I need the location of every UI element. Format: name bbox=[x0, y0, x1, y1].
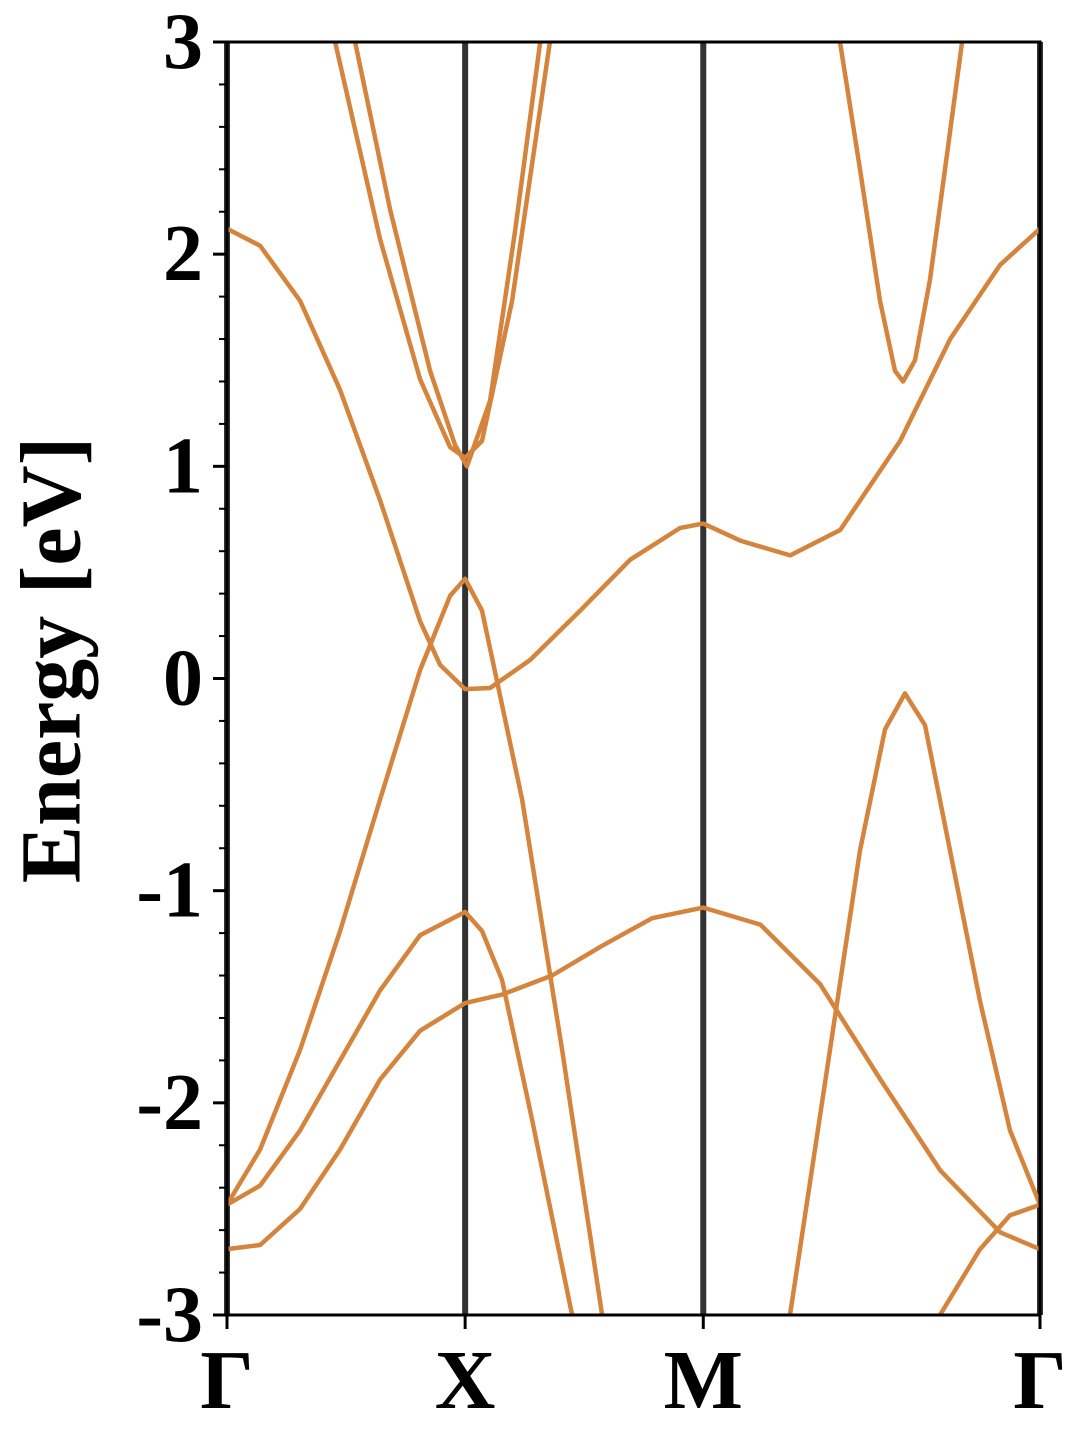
y-tick-label: -3 bbox=[136, 1271, 203, 1359]
band-line bbox=[938, 1202, 1040, 1315]
y-tick-label: -1 bbox=[136, 847, 203, 935]
band-line bbox=[352, 42, 543, 469]
plot-frame bbox=[225, 40, 1042, 1317]
y-tick-label: 2 bbox=[163, 210, 203, 298]
y-axis-label: Energy [eV] bbox=[3, 437, 99, 884]
y-tick-label: 0 bbox=[163, 635, 203, 723]
band-line bbox=[227, 576, 605, 1315]
y-tick-label: 1 bbox=[163, 422, 203, 510]
x-tick-label: Γ bbox=[1013, 1334, 1066, 1427]
band-line bbox=[787, 691, 1040, 1315]
band-line bbox=[227, 226, 1040, 692]
bands bbox=[227, 42, 1040, 1315]
band-line bbox=[227, 909, 575, 1315]
x-tick-label: Γ bbox=[200, 1334, 253, 1427]
x-tick-label: M bbox=[664, 1334, 743, 1427]
y-tick-label: 3 bbox=[163, 0, 203, 86]
y-tick-label: -2 bbox=[136, 1059, 203, 1147]
band-line bbox=[837, 42, 965, 384]
band-line bbox=[227, 905, 1040, 1252]
x-tick-label: X bbox=[435, 1334, 496, 1427]
